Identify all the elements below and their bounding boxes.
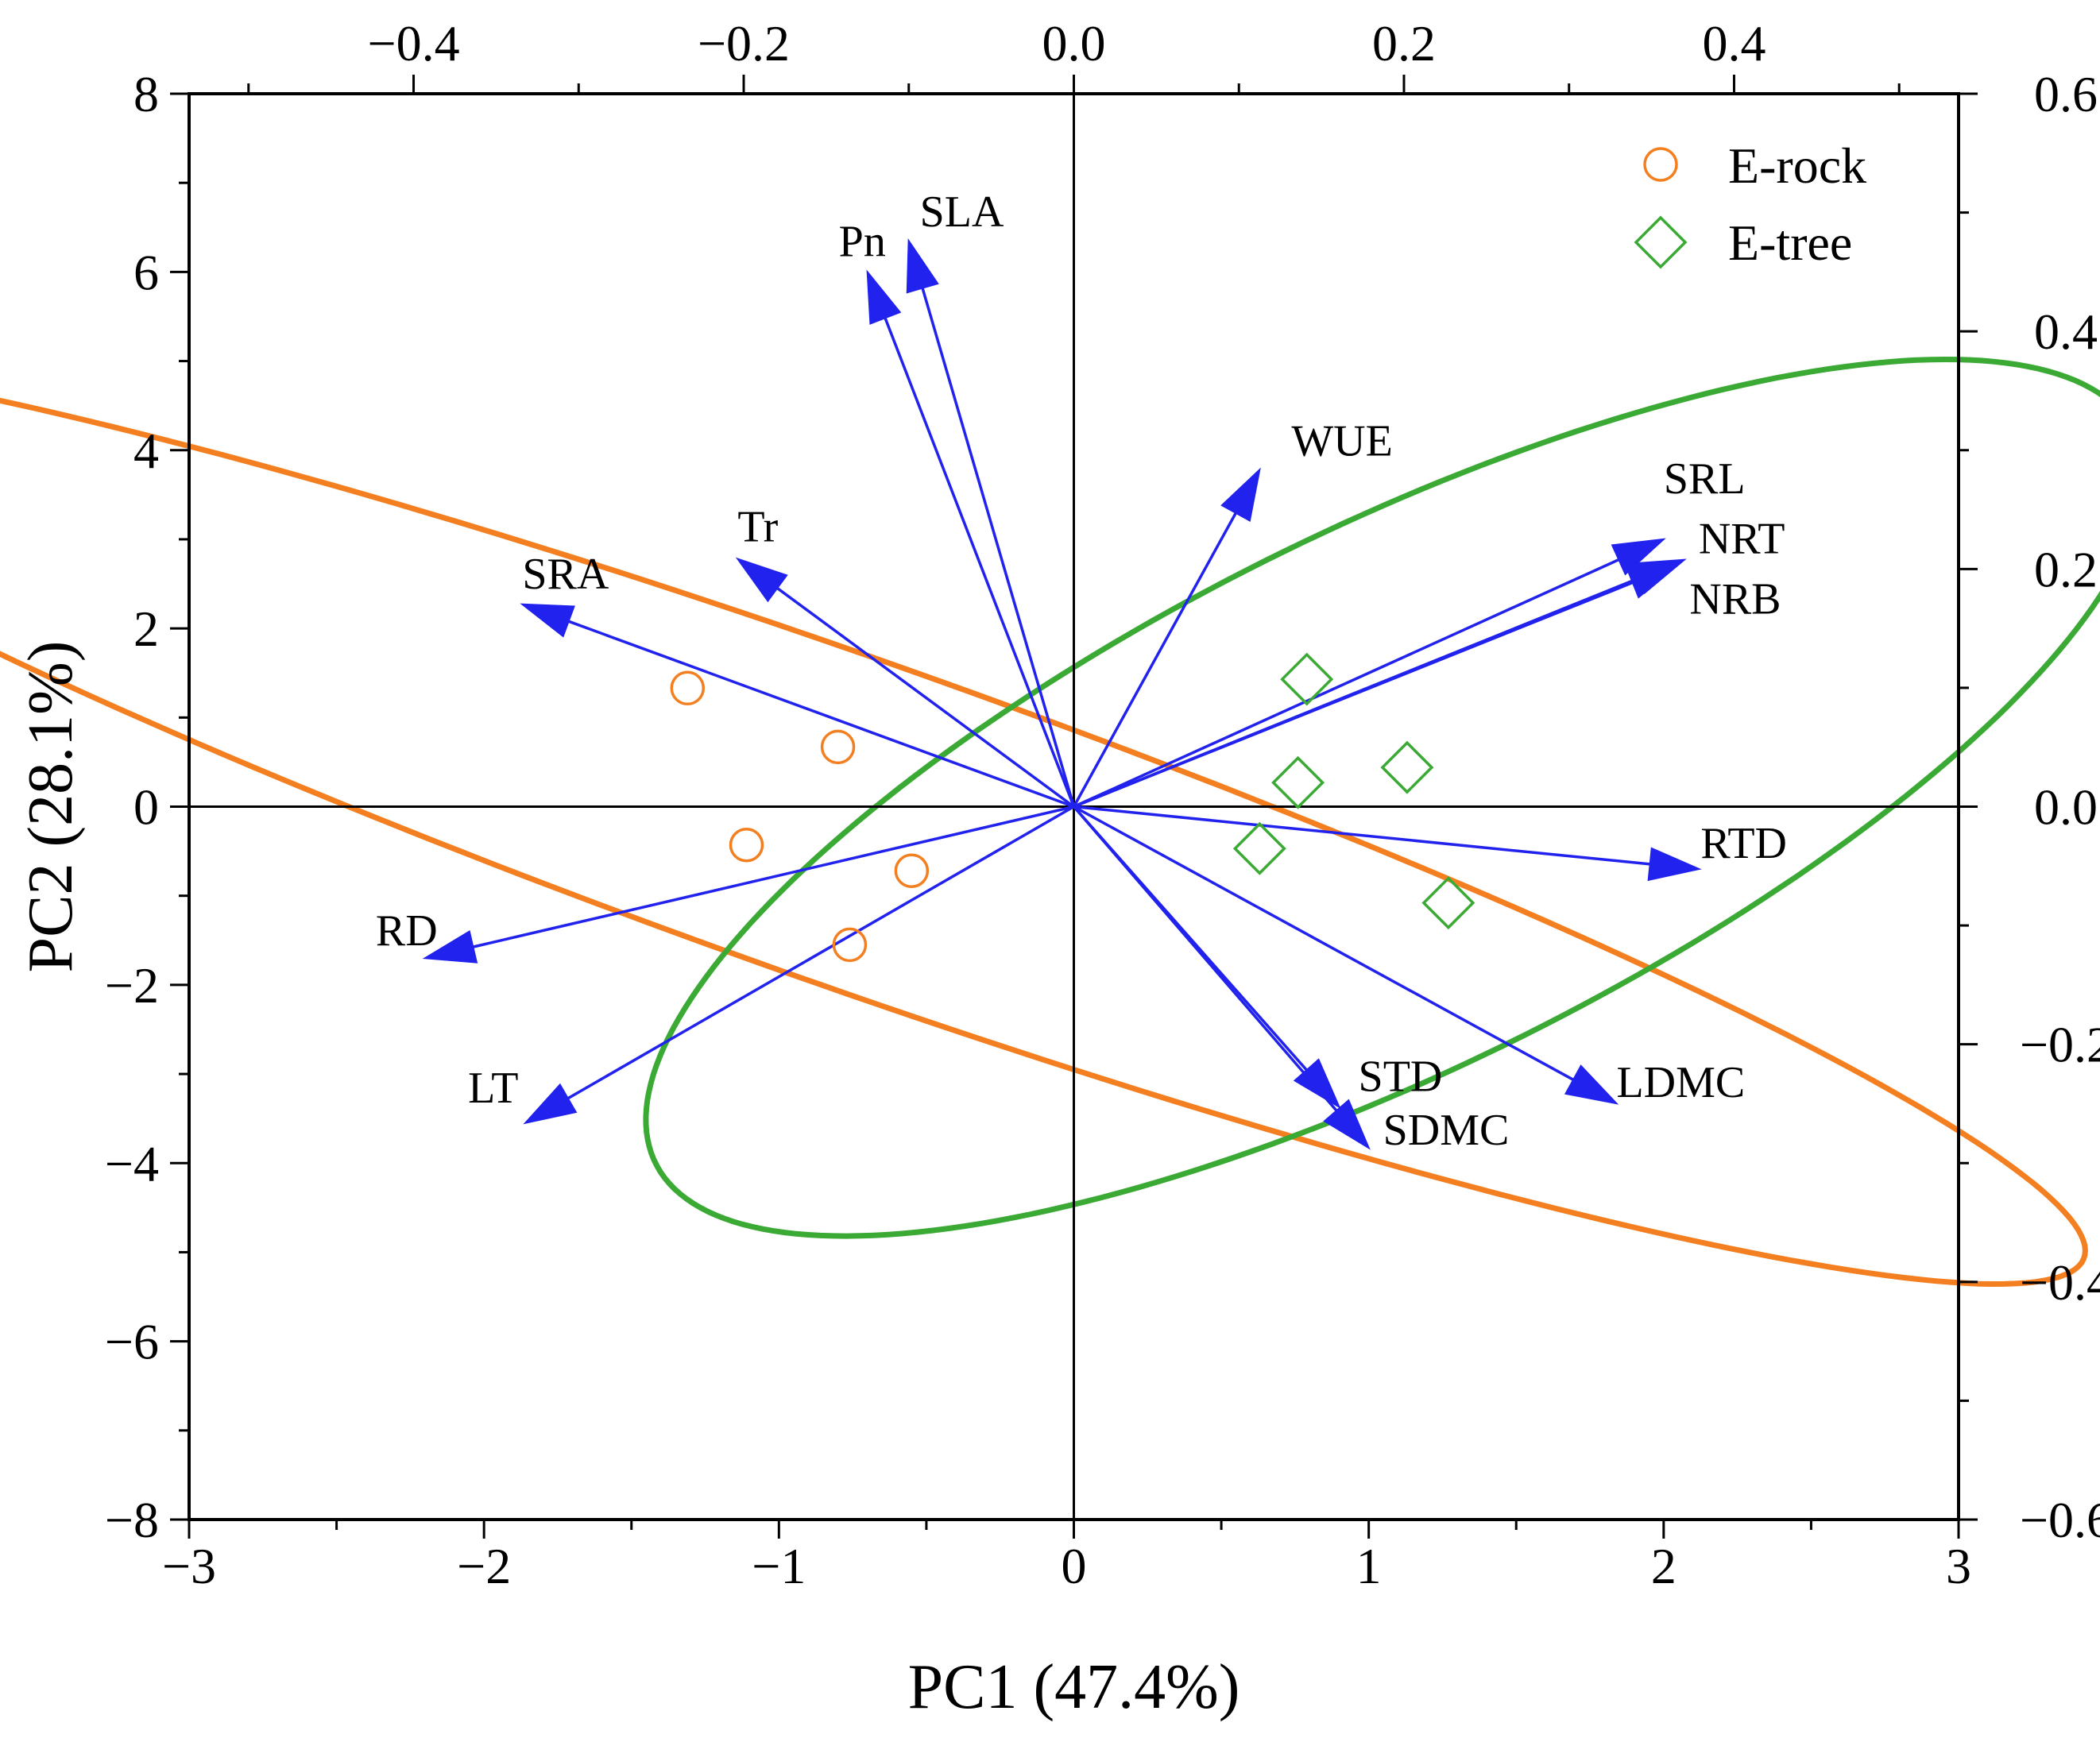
point-e-tree-4 xyxy=(1232,821,1286,875)
x-tick-label: 2 xyxy=(1651,1538,1677,1594)
arrowhead-tr xyxy=(735,557,788,603)
loading-label-tr: Tr xyxy=(737,503,778,552)
right-tick-label: 0.2 xyxy=(2034,541,2098,597)
loading-label-sra: SRA xyxy=(522,550,609,599)
x-tick-label: −3 xyxy=(162,1538,216,1594)
loading-label-pn: Pn xyxy=(839,217,886,266)
arrowhead-sdmc xyxy=(1323,1099,1371,1150)
top-tick-label: 0.0 xyxy=(1042,15,1106,71)
loading-arrow-tr xyxy=(776,586,1075,808)
arrowhead-pn xyxy=(866,269,902,325)
x-tick-label: 0 xyxy=(1062,1538,1087,1594)
arrowhead-rtd xyxy=(1647,847,1702,882)
y-tick-label: 2 xyxy=(133,601,159,657)
loading-arrow-pn xyxy=(884,317,1076,808)
loading-label-srl: SRL xyxy=(1664,454,1746,504)
legend-marker-e-rock xyxy=(1643,147,1678,182)
loading-label-rd: RD xyxy=(376,906,438,956)
arrowhead-lt xyxy=(523,1083,578,1125)
top-tick-label: 0.4 xyxy=(1702,15,1765,71)
x-tick-label: −1 xyxy=(752,1538,806,1594)
x-axis-title: PC1 (47.4%) xyxy=(908,1652,1240,1722)
top-tick-label: 0.2 xyxy=(1372,15,1436,71)
legend: E-rock E-tree xyxy=(1634,137,1866,271)
y-tick-label: 6 xyxy=(133,244,159,300)
arrowhead-nrb xyxy=(1625,563,1681,599)
right-tick-label: −0.2 xyxy=(2020,1017,2100,1073)
loading-arrow-nrb xyxy=(1073,581,1634,809)
loading-label-nrt: NRT xyxy=(1699,515,1785,564)
point-e-tree-3 xyxy=(1380,740,1434,794)
legend-marker-e-tree xyxy=(1634,215,1688,269)
y-tick-label: −4 xyxy=(105,1135,159,1191)
point-e-rock-5 xyxy=(832,927,868,963)
loading-label-nrb: NRB xyxy=(1689,574,1781,624)
confidence-ellipses xyxy=(0,356,2100,1288)
loading-label-sdmc: SDMC xyxy=(1383,1106,1510,1155)
top-tick-label: −0.2 xyxy=(698,15,790,71)
arrowhead-rd xyxy=(422,930,478,964)
loading-arrow-ldmc xyxy=(1073,805,1574,1081)
loading-arrow-rd xyxy=(472,805,1074,948)
x-tick-label: −2 xyxy=(457,1538,511,1594)
loading-arrow-wue xyxy=(1072,512,1237,808)
loading-label-rtd: RTD xyxy=(1700,819,1787,868)
y-axis-title: PC2 (28.1%) xyxy=(16,641,86,973)
loading-arrow-sla xyxy=(921,288,1076,807)
y-tick-label: −8 xyxy=(105,1492,159,1548)
loading-label-wue: WUE xyxy=(1291,416,1393,465)
loading-arrow-lt xyxy=(567,805,1075,1100)
loading-arrow-sdmc xyxy=(1073,805,1338,1112)
arrowhead-srl xyxy=(1611,538,1666,576)
point-e-tree-1 xyxy=(1280,652,1334,706)
legend-label-e-rock: E-rock xyxy=(1728,137,1866,194)
top-tick-label: −0.4 xyxy=(367,15,459,71)
ellipse-e-rock xyxy=(0,397,2088,1288)
loading-label-lt: LT xyxy=(468,1064,518,1113)
point-e-rock-1 xyxy=(670,670,706,706)
arrowhead-std xyxy=(1293,1058,1341,1110)
arrowhead-wue xyxy=(1220,467,1261,522)
loading-arrow-rtd xyxy=(1073,805,1650,866)
loading-label-sla: SLA xyxy=(920,187,1004,237)
right-tick-label: 0.0 xyxy=(2034,779,2098,836)
arrowhead-ldmc xyxy=(1564,1064,1619,1105)
right-tick-label: 0.4 xyxy=(2034,303,2098,360)
loading-label-std: STD xyxy=(1359,1052,1443,1102)
point-e-rock-2 xyxy=(820,729,856,765)
sample-points xyxy=(670,652,1475,963)
y-tick-label: 8 xyxy=(133,66,159,122)
y-tick-label: 0 xyxy=(133,779,159,836)
point-e-rock-4 xyxy=(894,853,930,889)
arrowhead-sra xyxy=(520,603,575,638)
y-tick-label: 4 xyxy=(133,423,159,479)
loading-label-ldmc: LDMC xyxy=(1616,1058,1745,1107)
point-e-tree-5 xyxy=(1421,876,1475,930)
point-e-rock-3 xyxy=(729,827,764,863)
point-e-tree-2 xyxy=(1271,755,1325,809)
axis-ticks: −3 −2 −1 0 1 2 3 −8 −6 −4 −2 0 2 4 6 8 −0.4 −0.2 0.0 0.2 0.4… xyxy=(105,15,2100,1594)
legend-label-e-tree: E-tree xyxy=(1728,214,1852,271)
x-tick-label: 3 xyxy=(1946,1538,1971,1594)
loading-arrow-sra xyxy=(568,620,1075,809)
right-tick-label: −0.4 xyxy=(2020,1254,2100,1311)
y-tick-label: −2 xyxy=(105,957,159,1014)
loading-arrow-srl xyxy=(1073,558,1620,809)
right-tick-label: −0.6 xyxy=(2020,1492,2100,1548)
x-tick-label: 1 xyxy=(1356,1538,1382,1594)
y-tick-label: −6 xyxy=(105,1314,159,1370)
arrowhead-sla xyxy=(906,238,939,294)
right-tick-label: 0.6 xyxy=(2034,66,2098,122)
ellipse-e-tree xyxy=(643,356,2100,1239)
